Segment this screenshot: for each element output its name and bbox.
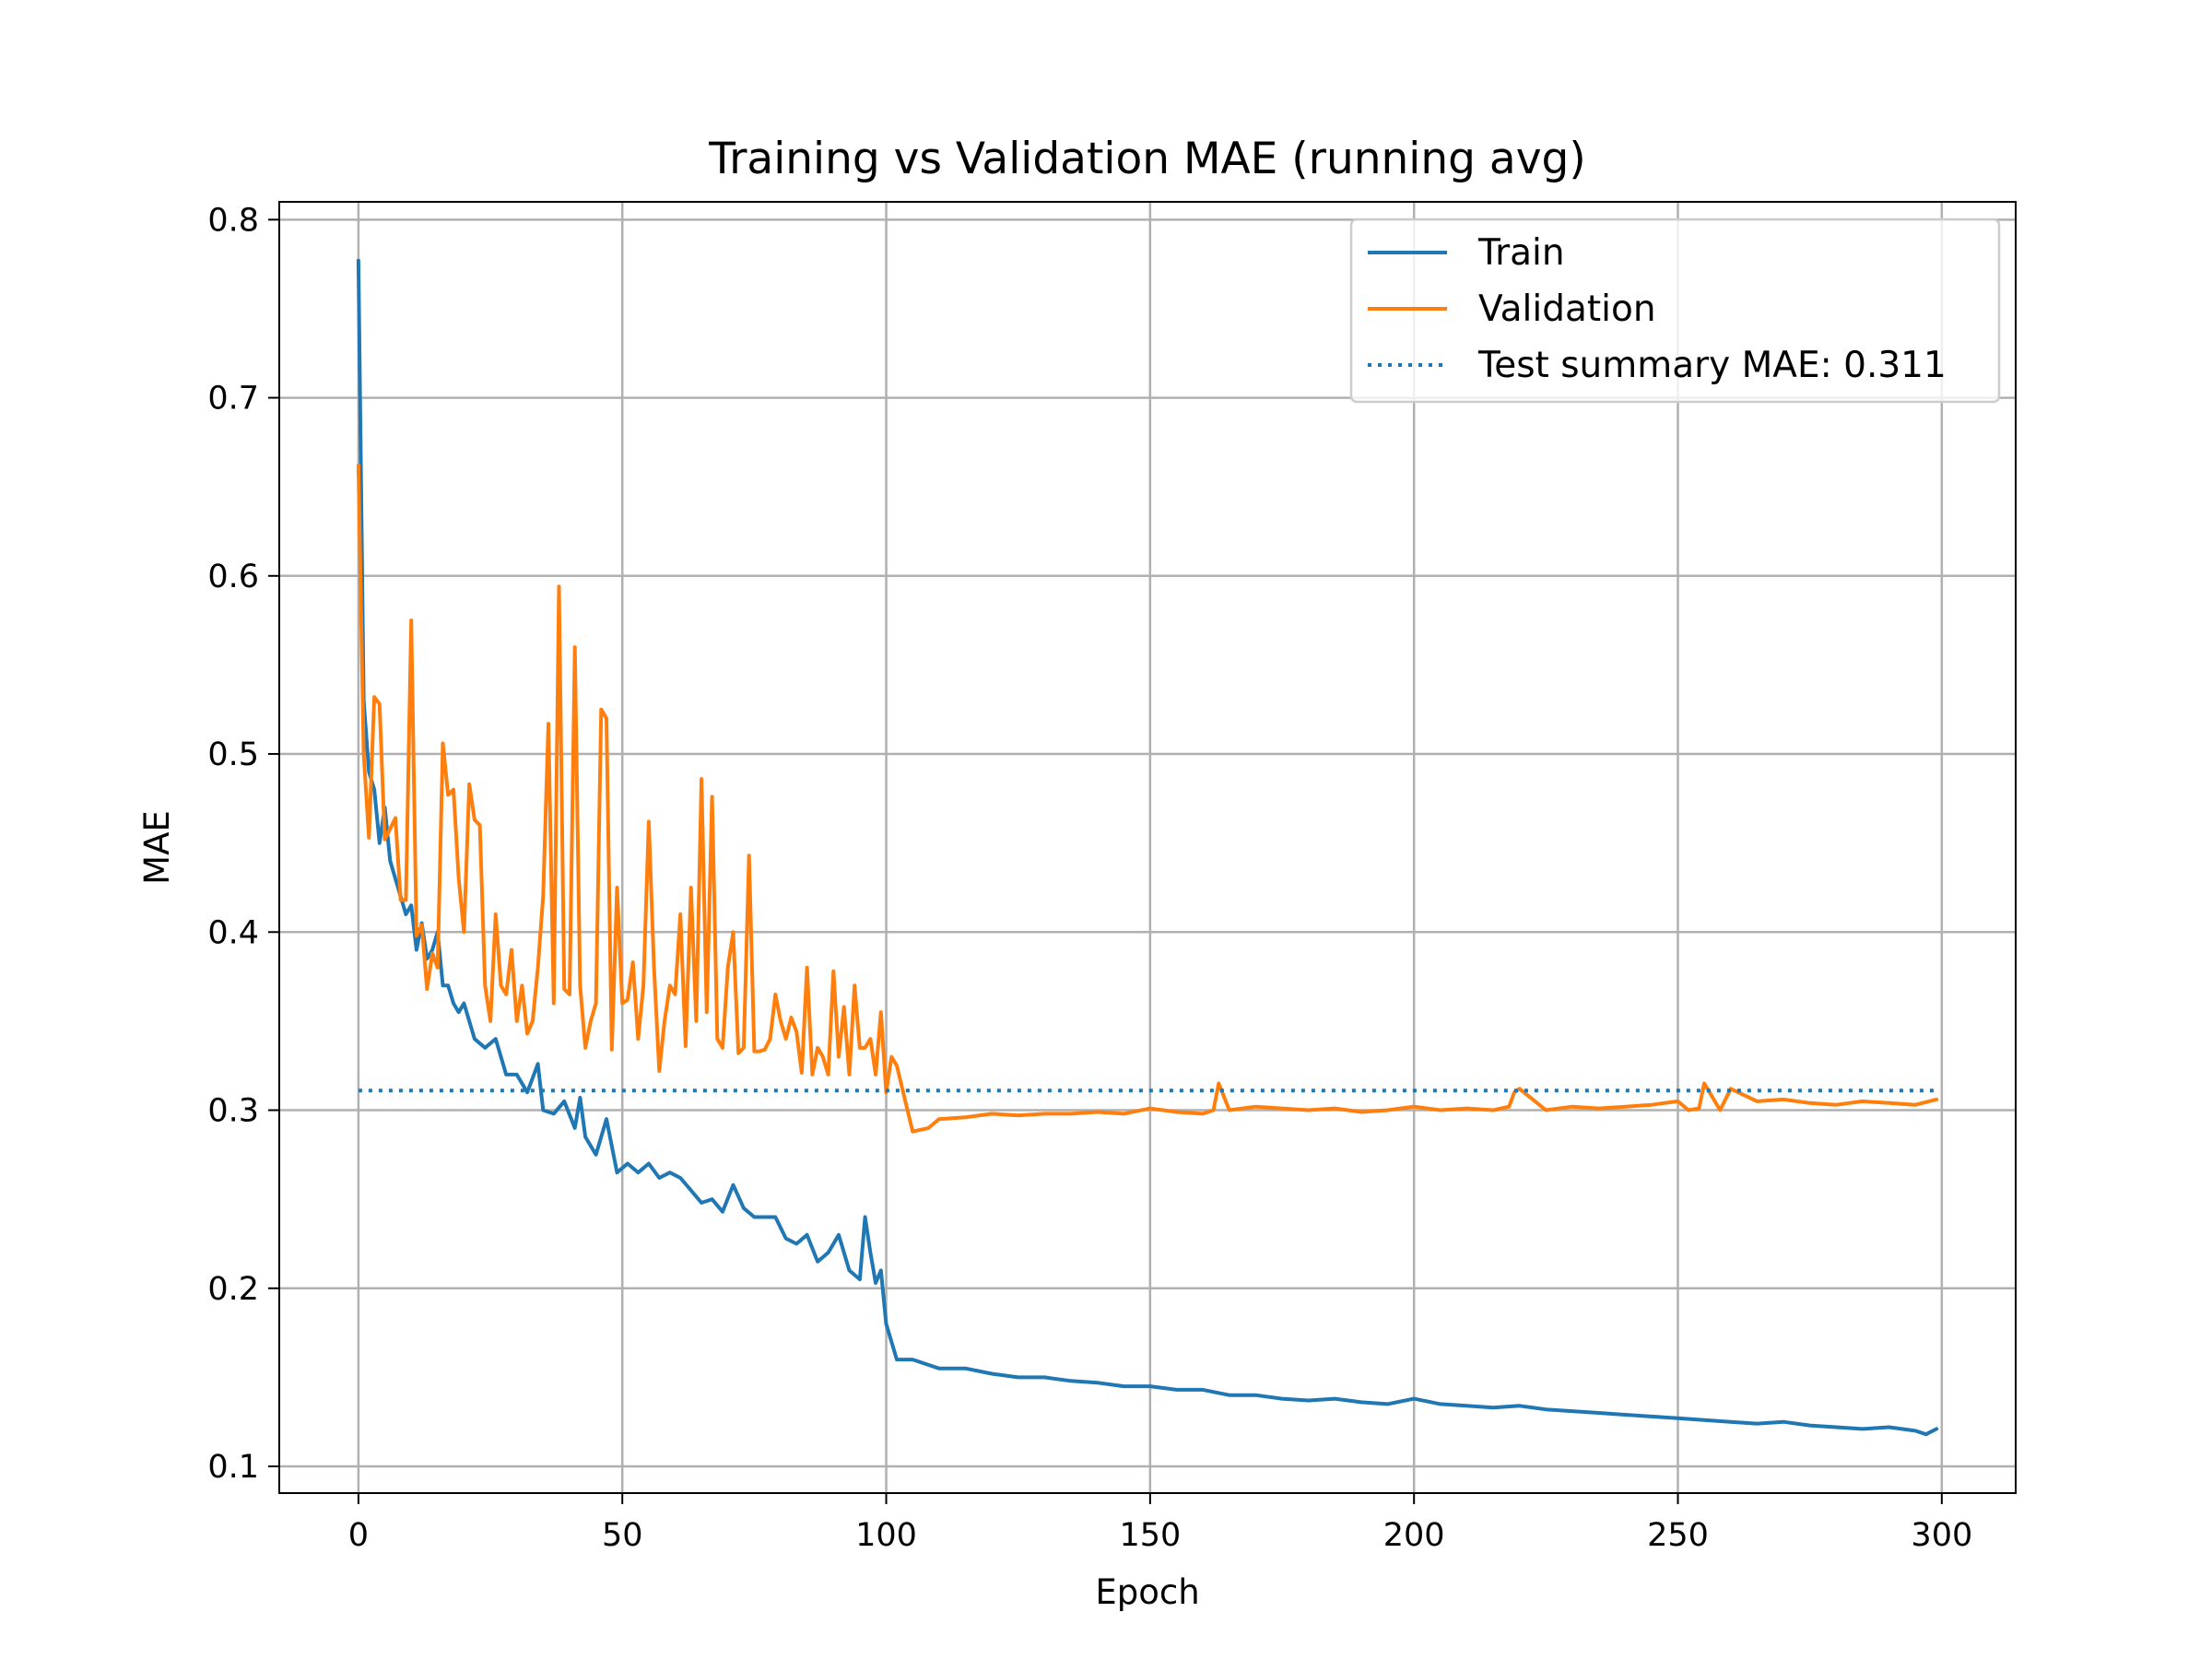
legend-label: Test summary MAE: 0.311 [1477,345,1947,386]
y-tick-label: 0.6 [207,559,259,595]
legend-label: Train [1477,232,1565,274]
y-tick-label: 0.3 [207,1093,259,1130]
y-tick-label: 0.8 [207,202,259,239]
legend: Train Validation Test summary MAE: 0.311 [1349,218,2001,404]
series-line-train [356,258,1939,1437]
ticks: 0 50 100 150 200 250 300 0.1 0.2 0.3 0.4 0.5 0.6 0.7 0… [207,202,1972,1554]
legend-box [1349,218,2001,404]
plot-lines [356,258,1939,1437]
legend-label: Validation [1478,288,1656,330]
chart-title: Training vs Validation MAE (running avg) [708,134,1585,184]
x-tick-label: 0 [348,1517,369,1554]
y-tick-label: 0.4 [207,914,259,951]
x-tick-label: 100 [855,1517,917,1554]
plot-frame [278,201,2017,1494]
y-tick-label: 0.5 [207,736,259,773]
x-tick-label: 250 [1647,1517,1709,1554]
x-tick-label: 300 [1911,1517,1972,1554]
y-tick-label: 0.7 [207,381,259,418]
y-tick-label: 0.1 [207,1449,259,1486]
x-tick-label: 200 [1383,1517,1445,1554]
x-tick-label: 150 [1119,1517,1181,1554]
x-tick-label: 50 [602,1517,643,1554]
series-line-validation [356,464,1939,1134]
x-axis-label: Epoch [1095,1572,1199,1612]
y-tick-label: 0.2 [207,1271,259,1308]
y-axis-label: MAE [137,810,177,885]
